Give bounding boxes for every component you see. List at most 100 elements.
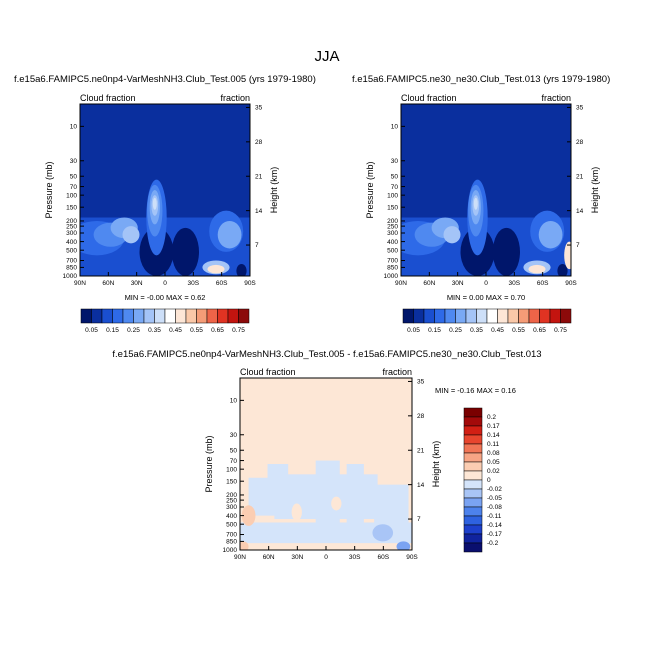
y-tick-label: 70 (70, 184, 78, 191)
colorbar-box (463, 479, 483, 490)
y2-tick-label: 14 (417, 482, 425, 489)
min-max-readout: MIN = -0.00 MAX = 0.62 (125, 293, 206, 302)
colorbar-label: 0.65 (211, 327, 224, 334)
y2-tick-label: 28 (255, 139, 263, 146)
y-tick-label: 500 (66, 247, 77, 254)
y-tick-label: 50 (230, 447, 238, 454)
min-max-readout: MIN = 0.00 MAX = 0.70 (447, 293, 525, 302)
left-string: Cloud fraction (401, 93, 457, 103)
colorbar-label: 0.45 (491, 327, 504, 334)
x-tick-label: 90S (244, 280, 256, 287)
contour-region (315, 460, 340, 530)
y-tick-label: 50 (391, 173, 399, 180)
contour-region (217, 220, 242, 249)
x-tick-label: 60N (102, 280, 114, 287)
y-tick-label: 150 (66, 204, 77, 211)
y-tick-label: 200 (387, 218, 398, 225)
y-tick-label: 30 (391, 158, 399, 165)
x-tick-label: 90N (74, 280, 86, 287)
contour-region (538, 220, 563, 249)
contour-region (291, 503, 302, 521)
x-tick-label: 90N (234, 554, 246, 561)
y2-tick-label: 28 (417, 413, 425, 420)
colorbar-label: 0.05 (407, 327, 420, 334)
colorbar-box (463, 443, 483, 454)
colorbar-label: -0.2 (487, 540, 499, 547)
y-tick-label: 300 (387, 230, 398, 237)
x-tick-label: 90N (395, 280, 407, 287)
colorbar-label: -0.05 (487, 495, 502, 502)
colorbar-label: -0.14 (487, 522, 502, 529)
y2-tick-label: 14 (576, 208, 584, 215)
colorbar-box (463, 524, 483, 535)
contour-region (372, 524, 394, 542)
x-tick-label: 30N (291, 554, 303, 561)
y2-tick-label: 28 (576, 139, 584, 146)
y2-tick-label: 35 (255, 105, 263, 112)
x-tick-label: 60S (378, 554, 390, 561)
colorbar-label: -0.08 (487, 504, 502, 511)
y-tick-label: 700 (66, 258, 77, 265)
y-tick-label: 200 (66, 218, 77, 225)
x-tick-label: 0 (163, 280, 167, 287)
y-tick-label: 10 (391, 124, 399, 131)
y-tick-label: 1000 (384, 273, 399, 280)
contour-region (236, 263, 247, 276)
y-tick-label: 30 (70, 158, 78, 165)
y-tick-label: 100 (387, 192, 398, 199)
contour-fill (401, 179, 571, 276)
y2-tick-label: 21 (417, 447, 425, 454)
colorbar-label: 0.55 (190, 327, 203, 334)
y-tick-label: 250 (226, 497, 237, 504)
min-max-readout: MIN = -0.16 MAX = 0.16 (435, 386, 516, 395)
x-tick-label: 30N (452, 280, 464, 287)
colorbar-box (463, 407, 483, 418)
y-tick-label: 10 (230, 398, 238, 405)
colorbar-box (463, 416, 483, 427)
y-tick-label: 850 (66, 265, 77, 272)
colorbar-box (463, 434, 483, 445)
y-tick-label: 1000 (223, 547, 238, 554)
y-tick-label: 400 (387, 239, 398, 246)
right-string: fraction (541, 93, 571, 103)
x-tick-label: 0 (484, 280, 488, 287)
y-tick-label: 200 (226, 492, 237, 499)
y2-tick-label: 7 (576, 242, 580, 249)
panel3-title: f.e15a6.FAMIPC5.ne0np4-VarMeshNH3.Club_T… (112, 349, 542, 360)
colorbar-box (463, 542, 483, 553)
colorbar-label: -0.02 (487, 486, 502, 493)
contour-region (240, 541, 249, 550)
contour-region (443, 226, 461, 244)
y2-tick-label: 21 (576, 173, 584, 180)
y-axis-label: Pressure (mb) (204, 435, 214, 492)
contour-region (171, 227, 199, 276)
contour-fill (80, 179, 250, 276)
colorbar-box (463, 452, 483, 463)
x-tick-label: 60S (537, 280, 549, 287)
y2-tick-label: 14 (255, 208, 263, 215)
x-tick-label: 60N (423, 280, 435, 287)
y-tick-label: 700 (387, 258, 398, 265)
y2-tick-label: 35 (417, 379, 425, 386)
contour-region (152, 197, 157, 210)
colorbar-label: 0 (487, 477, 491, 484)
colorbar-label: 0.05 (85, 327, 98, 334)
contour-region (346, 464, 364, 526)
y-axis-label: Pressure (mb) (44, 161, 54, 218)
colorbar-box (463, 497, 483, 508)
y-tick-label: 300 (226, 504, 237, 511)
y-tick-label: 400 (66, 239, 77, 246)
colorbar-label: 0.02 (487, 468, 500, 475)
colorbar-box (463, 425, 483, 436)
colorbar-label: 0.75 (554, 327, 567, 334)
panel1-title: f.e15a6.FAMIPC5.ne0np4-VarMeshNH3.Club_T… (14, 74, 316, 85)
colorbar-label: -0.11 (487, 513, 502, 520)
colorbar-label: 0.65 (533, 327, 546, 334)
y-tick-label: 50 (70, 173, 78, 180)
right-string: fraction (220, 93, 250, 103)
x-tick-label: 90S (565, 280, 577, 287)
colorbar-label: 0.25 (127, 327, 140, 334)
